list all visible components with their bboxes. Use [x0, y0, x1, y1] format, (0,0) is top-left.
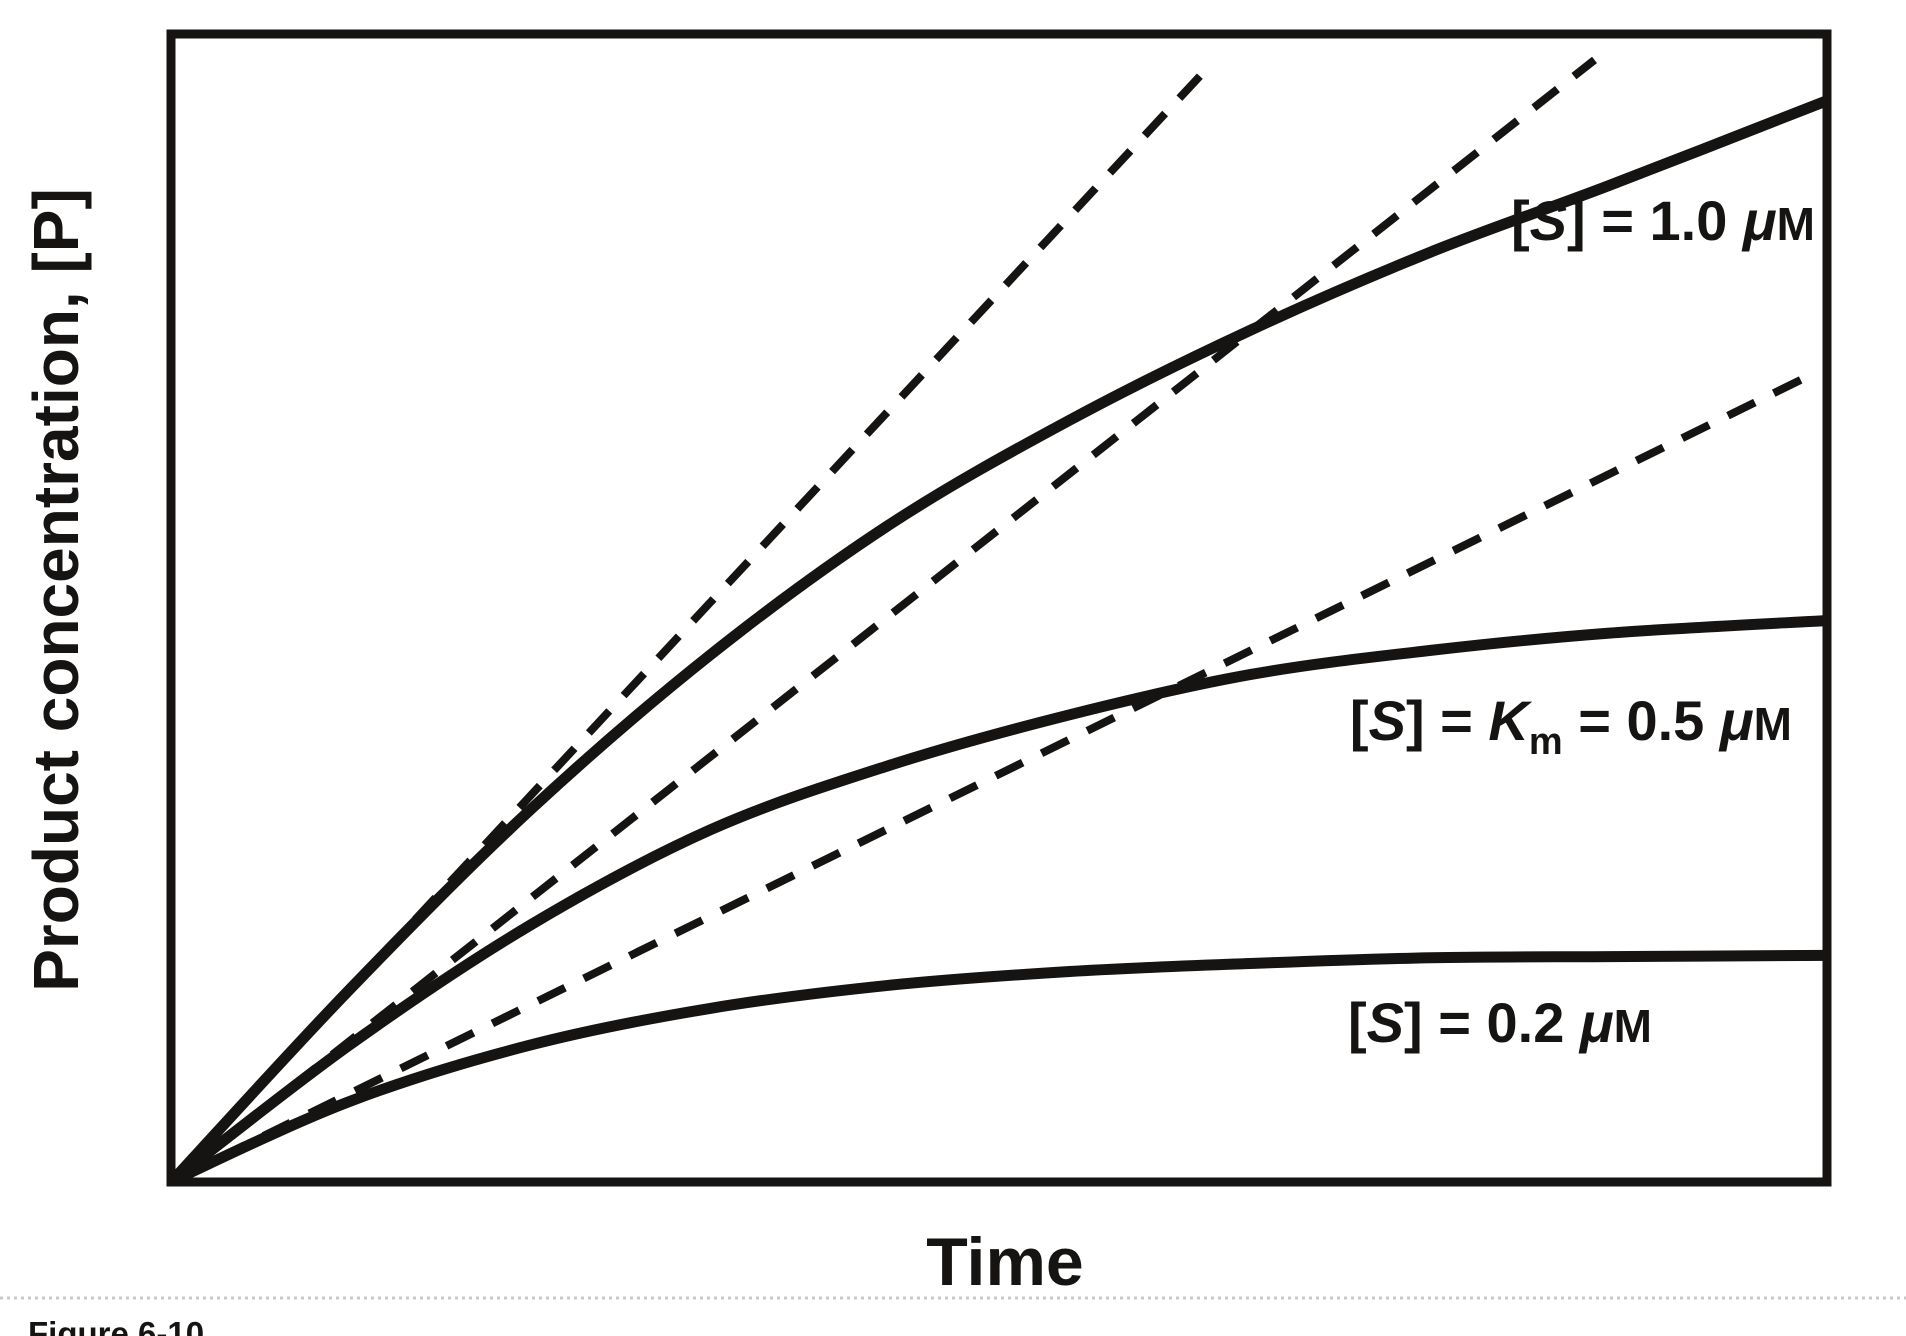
series-label-1: [S] = Km = 0.5 μM [1350, 689, 1792, 763]
series-group: [S] = 1.0 μM [S] = Km = 0.5 μM [S] = 0.2 μ… [167, 56, 1830, 1187]
tangent-line-initial-rate-tangent-for-s-0.2-um [170, 369, 1817, 1185]
series-label-2: [S] = 0.2 μM [1348, 991, 1652, 1054]
series-label-0: [S] = 1.0 μM [1511, 189, 1815, 252]
figure-caption: Figure 6-10 [28, 1315, 204, 1336]
y-axis-label: Product concentration, [P] [20, 188, 92, 992]
progress-curve--s-0.2-um-progress-curve [169, 949, 1829, 1187]
progress-curve--s-km-0.5-um-progress-curve [168, 615, 1829, 1186]
plot-border [166, 29, 1832, 1187]
x-axis-label: Time [926, 1224, 1083, 1300]
